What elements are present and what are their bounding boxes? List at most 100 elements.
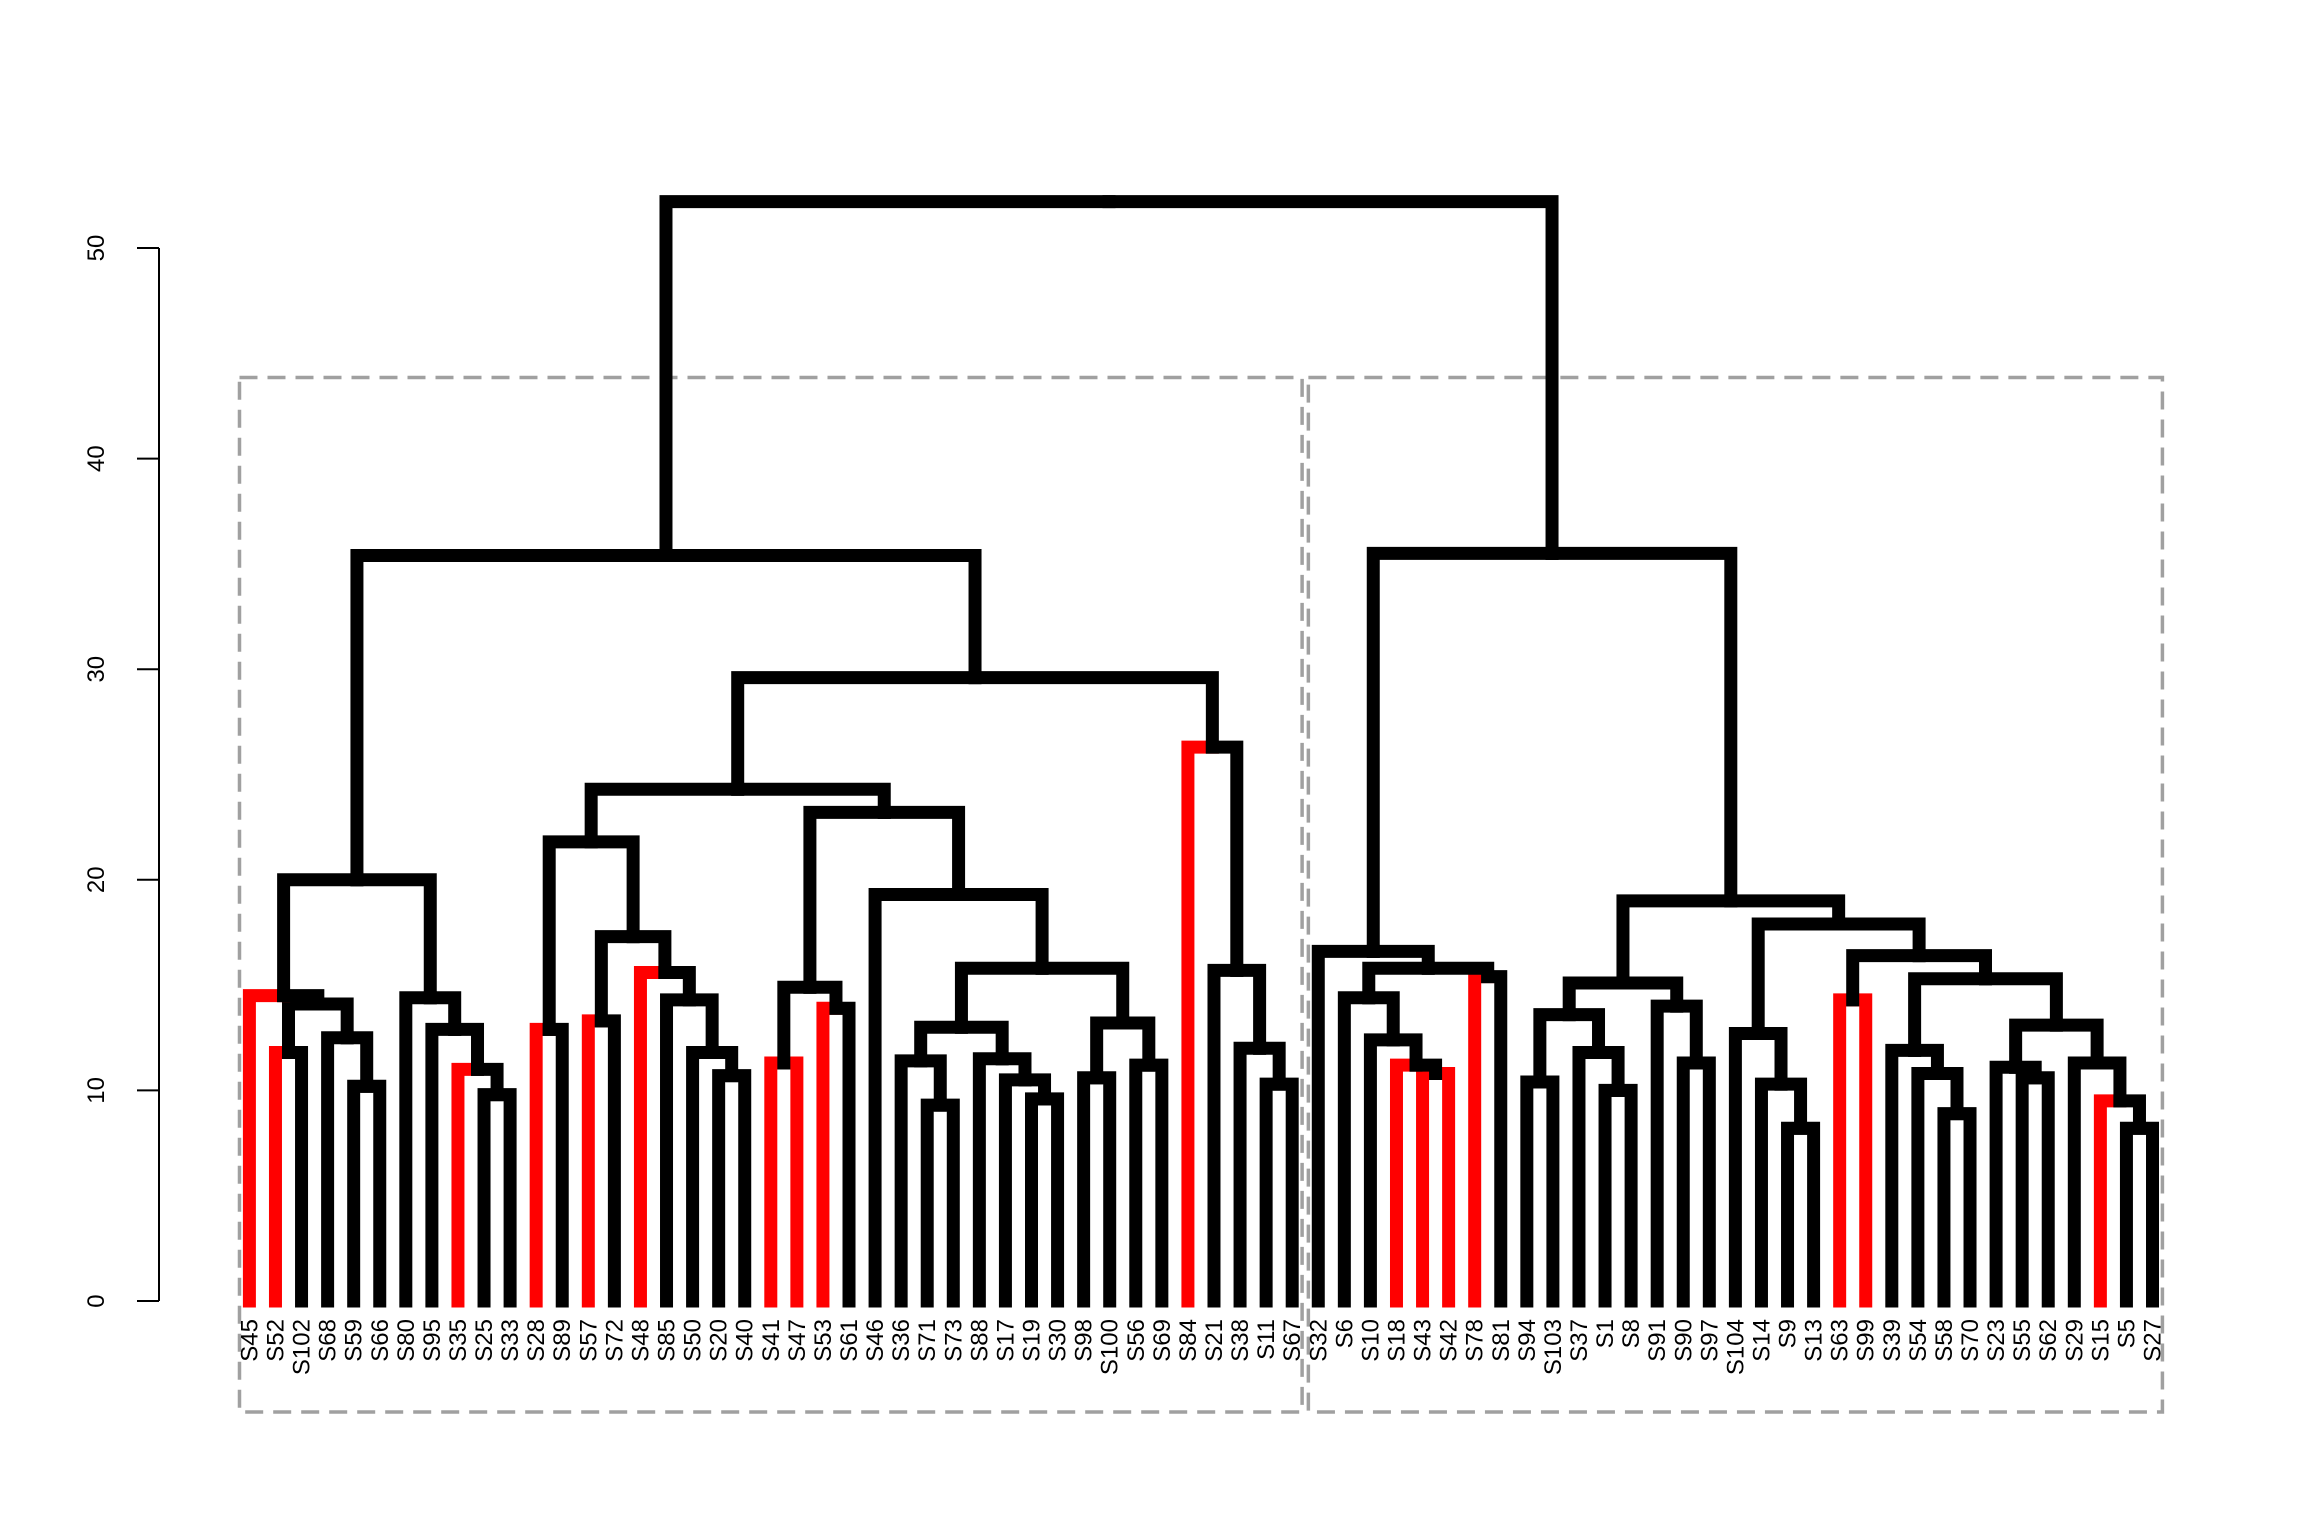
leaf-label: S69 [1149,1319,1176,1362]
leaf-label: S32 [1305,1319,1332,1362]
leaf-label: S50 [680,1319,707,1362]
branch [1611,1083,1638,1308]
cluster-box [237,375,1304,1414]
branch [1562,976,1630,1022]
branch [1545,546,1738,908]
leaf-label: S58 [1931,1319,1958,1362]
branch [705,1045,739,1083]
leaf-label: S54 [1905,1319,1932,1362]
branch [2009,1060,2042,1085]
leaf-label: S73 [940,1319,967,1362]
branch [829,1001,856,1308]
branch [282,997,325,1059]
branch [877,805,966,902]
leaf-label: S81 [1488,1319,1515,1362]
leaf-label: S80 [393,1319,420,1362]
leaf-label: S23 [1983,1319,2010,1362]
branch [1950,1107,1977,1308]
leaf-label: S41 [758,1319,785,1362]
branch [1908,1043,1944,1081]
branch [816,1001,843,1308]
branch [542,835,598,1036]
leaf-label: S68 [315,1319,342,1362]
branch [1979,972,2063,1032]
y-tick-label: 40 [83,445,110,472]
branch [1794,1121,1821,1308]
branch [448,1022,485,1076]
branch [451,1062,485,1308]
branch [268,1045,296,1308]
branch [1912,949,1992,986]
branch [584,835,640,944]
leaf-label: S61 [836,1319,863,1362]
branch [914,1054,947,1112]
branch [1090,1016,1130,1085]
leaf-label: S28 [523,1319,550,1362]
leaf-label: S19 [1019,1319,1046,1362]
branch [1181,740,1219,1308]
leaf-label: S33 [497,1319,524,1362]
branch [731,782,891,819]
branch [626,930,672,979]
leaf-label: S104 [1722,1319,1749,1375]
leaf-label: S14 [1748,1319,1775,1362]
branch [868,888,966,1308]
branch [1937,1107,1964,1308]
branch [1846,993,1873,1308]
branch [542,1022,569,1308]
leaf-label: S84 [1175,1319,1202,1362]
branch [1520,1075,1547,1308]
cluster-box [1306,375,2165,1414]
branch [1102,195,1559,560]
branch [659,548,982,685]
branch [1205,740,1244,977]
branch [1598,1083,1625,1308]
branch [1362,961,1435,1005]
branch [277,989,325,1011]
branch [1754,1077,1788,1308]
branch [1259,1077,1286,1308]
y-tick-label: 30 [83,656,110,683]
branch [2093,1094,2127,1308]
branch [1025,1092,1052,1308]
branch [1616,976,1684,1013]
branch [764,1056,791,1308]
branch [2067,1056,2104,1308]
branch [1311,944,1380,1308]
y-tick-label: 50 [83,235,110,262]
leaf-label: S45 [236,1319,263,1362]
branch [682,993,719,1059]
leaf-label: S72 [601,1319,628,1362]
leaf-label: S15 [2087,1319,2114,1362]
leaf-label: S102 [289,1319,316,1375]
branch [894,1054,928,1308]
leaf-label: S47 [784,1319,811,1362]
branch [423,991,462,1036]
branch [1676,1056,1703,1308]
branch [914,1020,968,1068]
branch [1421,961,1495,984]
branch [1366,944,1435,975]
branch [1989,1060,2023,1308]
leaf-label: S89 [549,1319,576,1362]
branch [1077,1071,1104,1308]
branch [1832,917,1926,963]
branch [1253,1041,1286,1091]
branch [490,1088,517,1308]
leaf-label: S98 [1071,1319,1098,1362]
leaf-label: S100 [1097,1319,1124,1375]
leaf-label: S66 [367,1319,394,1362]
y-tick-label: 0 [83,1294,110,1307]
branch [1233,1041,1267,1308]
branch [1533,1075,1560,1308]
leaf-label: S94 [1514,1319,1541,1362]
branch [311,997,354,1045]
leaf-label: S63 [1827,1319,1854,1362]
branch [1592,1045,1625,1097]
branch [712,1069,739,1308]
branch [920,1098,947,1308]
branch [968,671,1219,754]
branch [2009,1018,2063,1074]
leaf-label: S53 [810,1319,837,1362]
